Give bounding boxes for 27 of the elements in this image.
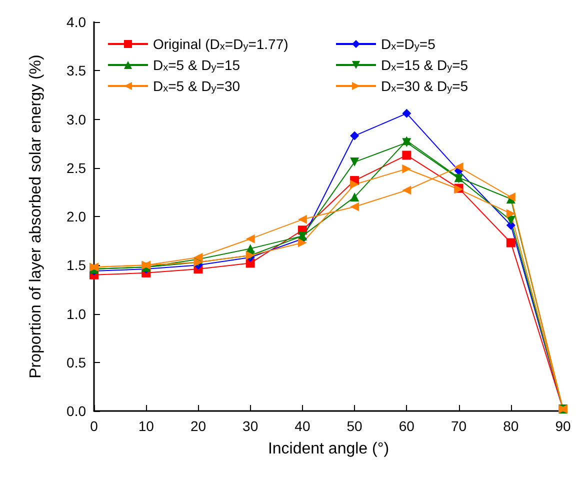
legend-label: Dx=Dy=5	[381, 36, 436, 52]
legend-label: Dx=30 & Dy=5	[381, 78, 468, 94]
legend-label: Dx=15 & Dy=5	[381, 57, 468, 74]
legend-label: Dx=5 & Dy=15	[153, 57, 240, 74]
y-tick-label: 4.0	[66, 14, 86, 30]
x-tick-label: 90	[555, 418, 571, 434]
y-tick-label: 2.5	[66, 160, 86, 176]
x-tick-label: 40	[294, 418, 310, 434]
legend-label: Dx=5 & Dy=30	[153, 78, 240, 94]
y-tick-label: 0.0	[66, 403, 86, 419]
x-tick-label: 50	[346, 418, 363, 434]
y-tick-label: 1.0	[66, 306, 86, 322]
y-tick-label: 3.5	[66, 62, 86, 79]
x-tick-label: 30	[242, 418, 258, 434]
y-axis-title: Proportion of layer absorbed solar energy (%)	[28, 54, 44, 378]
x-tick-label: 60	[398, 418, 415, 434]
y-tick-label: 3.0	[66, 111, 86, 128]
x-tick-label: 20	[190, 418, 206, 434]
x-tick-label: 0	[90, 418, 98, 434]
x-tick-label: 80	[503, 418, 519, 434]
x-tick-label: 70	[450, 418, 467, 434]
legend-label: Original (Dx=Dy=1.77)	[153, 36, 288, 52]
x-axis-title: Incident angle (°)	[268, 440, 390, 458]
y-tick-label: 0.5	[66, 354, 86, 370]
x-tick-label: 10	[138, 418, 154, 434]
y-tick-label: 2.0	[66, 208, 86, 224]
y-tick-label: 1.5	[66, 257, 86, 274]
